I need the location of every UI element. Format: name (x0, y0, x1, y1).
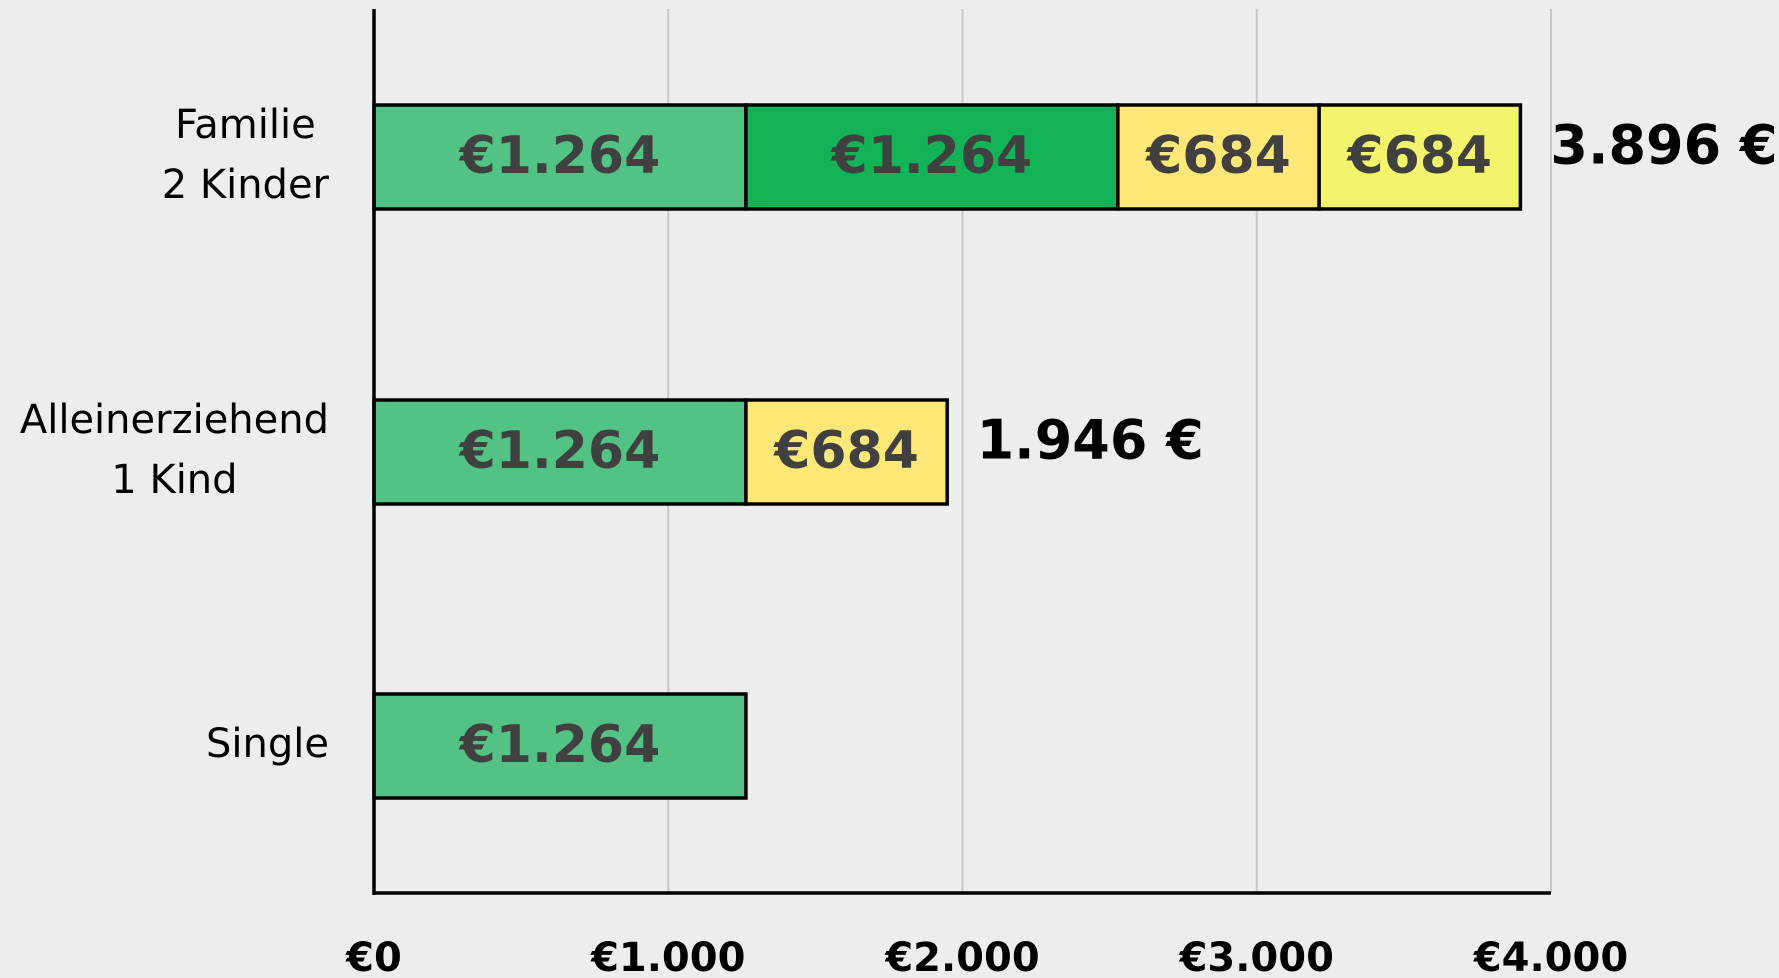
value-label: €1.264 (831, 126, 1033, 186)
bar-segment (1317, 103, 1523, 211)
value-label: €684 (773, 421, 919, 481)
category-label: Familie (175, 102, 316, 148)
value-label: €1.264 (459, 126, 661, 186)
bar-segment (372, 103, 748, 211)
x-tick-label: €1.000 (590, 935, 745, 978)
value-label: €684 (1346, 126, 1492, 186)
value-label: €1.264 (459, 421, 661, 481)
category-label: 1 Kind (111, 457, 237, 503)
category-label: Alleinerziehend (20, 397, 329, 443)
category-label: 2 Kinder (162, 162, 330, 208)
bar-segment (372, 692, 748, 800)
total-label: 1.946 € (977, 409, 1204, 472)
x-tick-label: €3.000 (1179, 935, 1334, 978)
value-label: €1.264 (459, 715, 661, 775)
total-label: 3.896 € (1550, 114, 1777, 177)
bar-segment (744, 398, 949, 506)
bar-segment (1116, 103, 1321, 211)
x-tick-label: €0 (345, 935, 402, 978)
bar-segment (744, 103, 1120, 211)
x-tick-label: €4.000 (1473, 935, 1628, 978)
category-label: Single (206, 721, 329, 767)
x-tick-label: €2.000 (884, 935, 1039, 978)
value-label: €684 (1145, 126, 1291, 186)
